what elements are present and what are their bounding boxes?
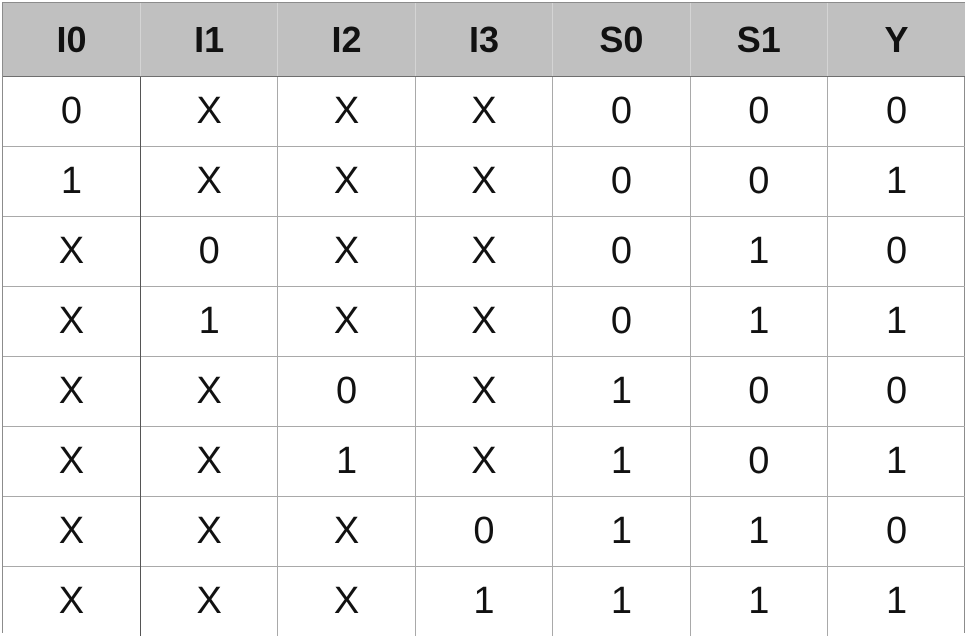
table-cell-i0: 0 bbox=[3, 77, 140, 147]
table-cell-i2: X bbox=[278, 147, 415, 217]
table-cell-y: 0 bbox=[828, 217, 965, 287]
column-header-i2: I2 bbox=[278, 3, 415, 77]
table-cell-i3: X bbox=[415, 147, 552, 217]
table-cell-y: 0 bbox=[828, 497, 965, 567]
table-cell-s0: 0 bbox=[553, 77, 690, 147]
table-cell-s0: 0 bbox=[553, 287, 690, 357]
table-cell-i2: X bbox=[278, 497, 415, 567]
table-cell-y: 1 bbox=[828, 147, 965, 217]
table-cell-i0: X bbox=[3, 217, 140, 287]
table-cell-s0: 0 bbox=[553, 217, 690, 287]
table-cell-i2: X bbox=[278, 77, 415, 147]
table-cell-i2: 1 bbox=[278, 427, 415, 497]
table-cell-i3: X bbox=[415, 427, 552, 497]
table-cell-s1: 1 bbox=[690, 567, 827, 636]
table-cell-i1: X bbox=[140, 567, 277, 636]
table-cell-i3: X bbox=[415, 287, 552, 357]
table-cell-y: 0 bbox=[828, 357, 965, 427]
table-cell-s1: 1 bbox=[690, 217, 827, 287]
table-cell-i0: X bbox=[3, 427, 140, 497]
column-header-s0: S0 bbox=[553, 3, 690, 77]
table-cell-i2: X bbox=[278, 287, 415, 357]
table-cell-s1: 0 bbox=[690, 427, 827, 497]
table-cell-y: 1 bbox=[828, 567, 965, 636]
table-cell-i0: X bbox=[3, 357, 140, 427]
table-cell-y: 1 bbox=[828, 427, 965, 497]
column-header-i1: I1 bbox=[140, 3, 277, 77]
table-cell-s1: 0 bbox=[690, 357, 827, 427]
table-cell-s0: 0 bbox=[553, 147, 690, 217]
table-cell-y: 1 bbox=[828, 287, 965, 357]
table-cell-s1: 1 bbox=[690, 287, 827, 357]
table-cell-i1: X bbox=[140, 357, 277, 427]
table-cell-s1: 1 bbox=[690, 497, 827, 567]
table-cell-i0: 1 bbox=[3, 147, 140, 217]
table-cell-i3: X bbox=[415, 217, 552, 287]
column-header-i3: I3 bbox=[415, 3, 552, 77]
table-cell-i2: X bbox=[278, 217, 415, 287]
table-cell-s0: 1 bbox=[553, 357, 690, 427]
table-cell-i1: X bbox=[140, 147, 277, 217]
table-cell-i3: X bbox=[415, 77, 552, 147]
table-cell-i0: X bbox=[3, 287, 140, 357]
column-header-i0: I0 bbox=[3, 3, 140, 77]
table-cell-s1: 0 bbox=[690, 147, 827, 217]
table-cell-i1: X bbox=[140, 427, 277, 497]
table-cell-s1: 0 bbox=[690, 77, 827, 147]
table-cell-y: 0 bbox=[828, 77, 965, 147]
column-header-y: Y bbox=[828, 3, 965, 77]
table-cell-i3: 1 bbox=[415, 567, 552, 636]
table-cell-i0: X bbox=[3, 567, 140, 636]
table-cell-i1: X bbox=[140, 497, 277, 567]
table-cell-s0: 1 bbox=[553, 497, 690, 567]
table-cell-i1: 0 bbox=[140, 217, 277, 287]
table-cell-i2: 0 bbox=[278, 357, 415, 427]
table-cell-i0: X bbox=[3, 497, 140, 567]
column-header-s1: S1 bbox=[690, 3, 827, 77]
table-cell-i1: 1 bbox=[140, 287, 277, 357]
table-cell-s0: 1 bbox=[553, 427, 690, 497]
table-cell-i2: X bbox=[278, 567, 415, 636]
table-cell-i3: X bbox=[415, 357, 552, 427]
table-cell-i3: 0 bbox=[415, 497, 552, 567]
table-cell-i1: X bbox=[140, 77, 277, 147]
table-cell-s0: 1 bbox=[553, 567, 690, 636]
